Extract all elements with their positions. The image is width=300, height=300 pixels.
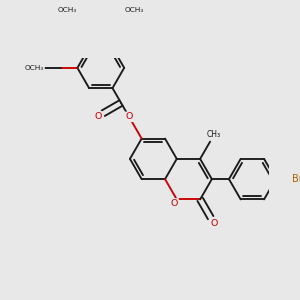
Text: O: O (94, 112, 101, 121)
Text: O: O (125, 112, 133, 121)
Text: O: O (171, 199, 178, 208)
Text: OCH₃: OCH₃ (25, 65, 44, 71)
Text: OCH₃: OCH₃ (124, 8, 143, 14)
Text: O: O (210, 219, 218, 228)
Text: Br: Br (292, 174, 300, 184)
Text: OCH₃: OCH₃ (58, 8, 77, 14)
Text: CH₃: CH₃ (207, 130, 221, 139)
